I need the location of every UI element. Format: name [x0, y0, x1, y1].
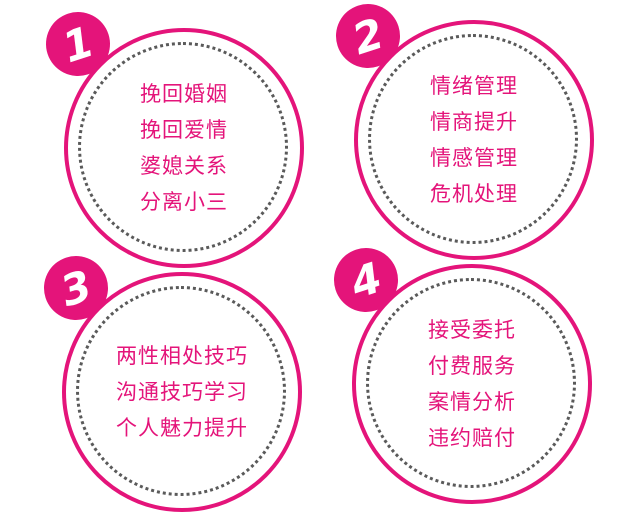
list-item: 挽回婚姻: [140, 82, 228, 106]
list-item: 挽回爱情: [140, 118, 228, 142]
list-item: 分离小三: [140, 190, 228, 214]
service-card-1: 挽回婚姻 挽回爱情 婆媳关系 分离小三 1: [37, 3, 304, 268]
card-dotted-ring: [368, 34, 578, 244]
list-item: 婆媳关系: [140, 154, 228, 178]
card-dotted-ring: [78, 42, 288, 252]
list-item: 接受委托: [428, 318, 516, 342]
service-card-2: 情绪管理 情商提升 情感管理 危机处理 2: [327, 0, 594, 260]
card-dotted-ring: [76, 286, 286, 496]
list-item: 个人魅力提升: [116, 416, 248, 440]
list-item: 两性相处技巧: [116, 344, 248, 368]
list-item: 付费服务: [428, 354, 516, 378]
list-item: 情感管理: [430, 146, 518, 170]
service-card-4: 接受委托 付费服务 案情分析 违约赔付 4: [325, 239, 592, 504]
card-text-list: 接受委托 付费服务 案情分析 违约赔付: [352, 264, 592, 504]
service-card-3: 两性相处技巧 沟通技巧学习 个人魅力提升 3: [35, 247, 302, 512]
list-item: 情商提升: [430, 110, 518, 134]
card-dotted-ring: [366, 278, 576, 488]
list-item: 危机处理: [430, 182, 518, 206]
list-item: 情绪管理: [430, 74, 518, 98]
card-text-list: 挽回婚姻 挽回爱情 婆媳关系 分离小三: [64, 28, 304, 268]
card-text-list: 情绪管理 情商提升 情感管理 危机处理: [354, 20, 594, 260]
card-text-list: 两性相处技巧 沟通技巧学习 个人魅力提升: [62, 272, 302, 512]
list-item: 违约赔付: [428, 426, 516, 450]
list-item: 案情分析: [428, 390, 516, 414]
list-item: 沟通技巧学习: [116, 380, 248, 404]
